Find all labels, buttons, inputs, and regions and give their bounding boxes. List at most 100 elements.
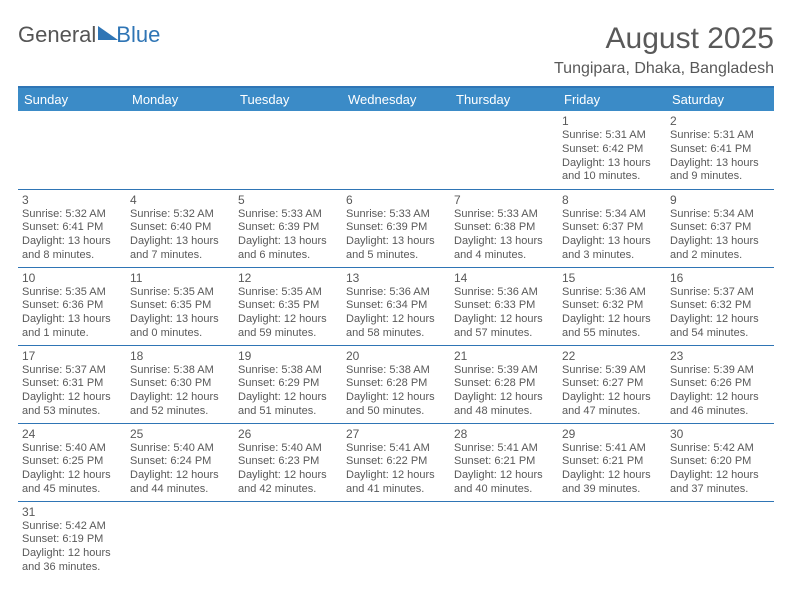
sunrise-text: Sunrise: 5:33 AM (346, 208, 446, 222)
daylight-text: Daylight: 12 hours (22, 391, 122, 405)
sunset-text: Sunset: 6:26 PM (670, 377, 770, 391)
sunrise-text: Sunrise: 5:40 AM (238, 442, 338, 456)
sunset-text: Sunset: 6:21 PM (454, 455, 554, 469)
calendar-cell: 5Sunrise: 5:33 AMSunset: 6:39 PMDaylight… (234, 189, 342, 267)
daylight-text: and 36 minutes. (22, 561, 122, 575)
calendar-cell: 27Sunrise: 5:41 AMSunset: 6:22 PMDayligh… (342, 423, 450, 501)
daylight-text: Daylight: 13 hours (238, 235, 338, 249)
day-number: 8 (562, 193, 662, 207)
calendar-cell: 29Sunrise: 5:41 AMSunset: 6:21 PMDayligh… (558, 423, 666, 501)
sunset-text: Sunset: 6:35 PM (130, 299, 230, 313)
calendar-cell: 25Sunrise: 5:40 AMSunset: 6:24 PMDayligh… (126, 423, 234, 501)
daylight-text: and 3 minutes. (562, 249, 662, 263)
calendar-cell: 19Sunrise: 5:38 AMSunset: 6:29 PMDayligh… (234, 345, 342, 423)
daylight-text: Daylight: 12 hours (130, 391, 230, 405)
daylight-text: and 51 minutes. (238, 405, 338, 419)
daylight-text: Daylight: 12 hours (22, 469, 122, 483)
day-number: 18 (130, 349, 230, 363)
weekday-header: Sunday (18, 87, 126, 111)
daylight-text: and 10 minutes. (562, 170, 662, 184)
weekday-header: Wednesday (342, 87, 450, 111)
sunset-text: Sunset: 6:31 PM (22, 377, 122, 391)
calendar-cell: 8Sunrise: 5:34 AMSunset: 6:37 PMDaylight… (558, 189, 666, 267)
sunrise-text: Sunrise: 5:38 AM (238, 364, 338, 378)
sunrise-text: Sunrise: 5:41 AM (562, 442, 662, 456)
sunset-text: Sunset: 6:22 PM (346, 455, 446, 469)
sunrise-text: Sunrise: 5:34 AM (670, 208, 770, 222)
sunset-text: Sunset: 6:40 PM (130, 221, 230, 235)
calendar-cell: 24Sunrise: 5:40 AMSunset: 6:25 PMDayligh… (18, 423, 126, 501)
calendar-head: SundayMondayTuesdayWednesdayThursdayFrid… (18, 87, 774, 111)
day-number: 28 (454, 427, 554, 441)
calendar-cell: 26Sunrise: 5:40 AMSunset: 6:23 PMDayligh… (234, 423, 342, 501)
calendar-cell: 31Sunrise: 5:42 AMSunset: 6:19 PMDayligh… (18, 501, 126, 579)
calendar-cell (558, 501, 666, 579)
sunset-text: Sunset: 6:25 PM (22, 455, 122, 469)
day-number: 23 (670, 349, 770, 363)
sunrise-text: Sunrise: 5:35 AM (130, 286, 230, 300)
calendar-cell: 1Sunrise: 5:31 AMSunset: 6:42 PMDaylight… (558, 111, 666, 189)
sunset-text: Sunset: 6:42 PM (562, 143, 662, 157)
daylight-text: Daylight: 13 hours (346, 235, 446, 249)
sail-icon (98, 26, 118, 40)
day-number: 6 (346, 193, 446, 207)
sunset-text: Sunset: 6:28 PM (346, 377, 446, 391)
daylight-text: Daylight: 12 hours (238, 391, 338, 405)
sunset-text: Sunset: 6:39 PM (238, 221, 338, 235)
day-number: 13 (346, 271, 446, 285)
sunrise-text: Sunrise: 5:39 AM (454, 364, 554, 378)
day-number: 10 (22, 271, 122, 285)
sunset-text: Sunset: 6:29 PM (238, 377, 338, 391)
daylight-text: Daylight: 12 hours (346, 391, 446, 405)
sunrise-text: Sunrise: 5:39 AM (670, 364, 770, 378)
daylight-text: and 54 minutes. (670, 327, 770, 341)
daylight-text: and 5 minutes. (346, 249, 446, 263)
calendar-cell: 13Sunrise: 5:36 AMSunset: 6:34 PMDayligh… (342, 267, 450, 345)
calendar-body: 1Sunrise: 5:31 AMSunset: 6:42 PMDaylight… (18, 111, 774, 579)
daylight-text: Daylight: 12 hours (562, 469, 662, 483)
sunset-text: Sunset: 6:41 PM (22, 221, 122, 235)
daylight-text: and 0 minutes. (130, 327, 230, 341)
calendar-table: SundayMondayTuesdayWednesdayThursdayFrid… (18, 86, 774, 579)
daylight-text: Daylight: 13 hours (562, 235, 662, 249)
weekday-header: Monday (126, 87, 234, 111)
sunrise-text: Sunrise: 5:36 AM (454, 286, 554, 300)
sunset-text: Sunset: 6:33 PM (454, 299, 554, 313)
calendar-cell: 20Sunrise: 5:38 AMSunset: 6:28 PMDayligh… (342, 345, 450, 423)
day-number: 16 (670, 271, 770, 285)
calendar-row: 31Sunrise: 5:42 AMSunset: 6:19 PMDayligh… (18, 501, 774, 579)
sunset-text: Sunset: 6:30 PM (130, 377, 230, 391)
calendar-cell (450, 501, 558, 579)
daylight-text: and 8 minutes. (22, 249, 122, 263)
calendar-cell: 30Sunrise: 5:42 AMSunset: 6:20 PMDayligh… (666, 423, 774, 501)
calendar-row: 24Sunrise: 5:40 AMSunset: 6:25 PMDayligh… (18, 423, 774, 501)
calendar-cell (234, 501, 342, 579)
calendar-cell (234, 111, 342, 189)
calendar-cell (342, 501, 450, 579)
daylight-text: Daylight: 12 hours (130, 469, 230, 483)
sunrise-text: Sunrise: 5:36 AM (562, 286, 662, 300)
calendar-cell (126, 111, 234, 189)
calendar-cell: 9Sunrise: 5:34 AMSunset: 6:37 PMDaylight… (666, 189, 774, 267)
daylight-text: Daylight: 12 hours (670, 469, 770, 483)
calendar-row: 3Sunrise: 5:32 AMSunset: 6:41 PMDaylight… (18, 189, 774, 267)
day-number: 2 (670, 114, 770, 128)
daylight-text: and 48 minutes. (454, 405, 554, 419)
logo-text-general: General (18, 22, 96, 48)
day-number: 1 (562, 114, 662, 128)
weekday-header: Friday (558, 87, 666, 111)
sunset-text: Sunset: 6:32 PM (670, 299, 770, 313)
sunset-text: Sunset: 6:39 PM (346, 221, 446, 235)
sunrise-text: Sunrise: 5:41 AM (454, 442, 554, 456)
title-block: August 2025 Tungipara, Dhaka, Bangladesh (554, 22, 774, 78)
calendar-cell: 17Sunrise: 5:37 AMSunset: 6:31 PMDayligh… (18, 345, 126, 423)
calendar-cell (450, 111, 558, 189)
day-number: 25 (130, 427, 230, 441)
day-number: 3 (22, 193, 122, 207)
calendar-row: 1Sunrise: 5:31 AMSunset: 6:42 PMDaylight… (18, 111, 774, 189)
sunset-text: Sunset: 6:37 PM (670, 221, 770, 235)
daylight-text: Daylight: 13 hours (22, 235, 122, 249)
daylight-text: Daylight: 12 hours (670, 313, 770, 327)
day-number: 14 (454, 271, 554, 285)
calendar-cell: 22Sunrise: 5:39 AMSunset: 6:27 PMDayligh… (558, 345, 666, 423)
